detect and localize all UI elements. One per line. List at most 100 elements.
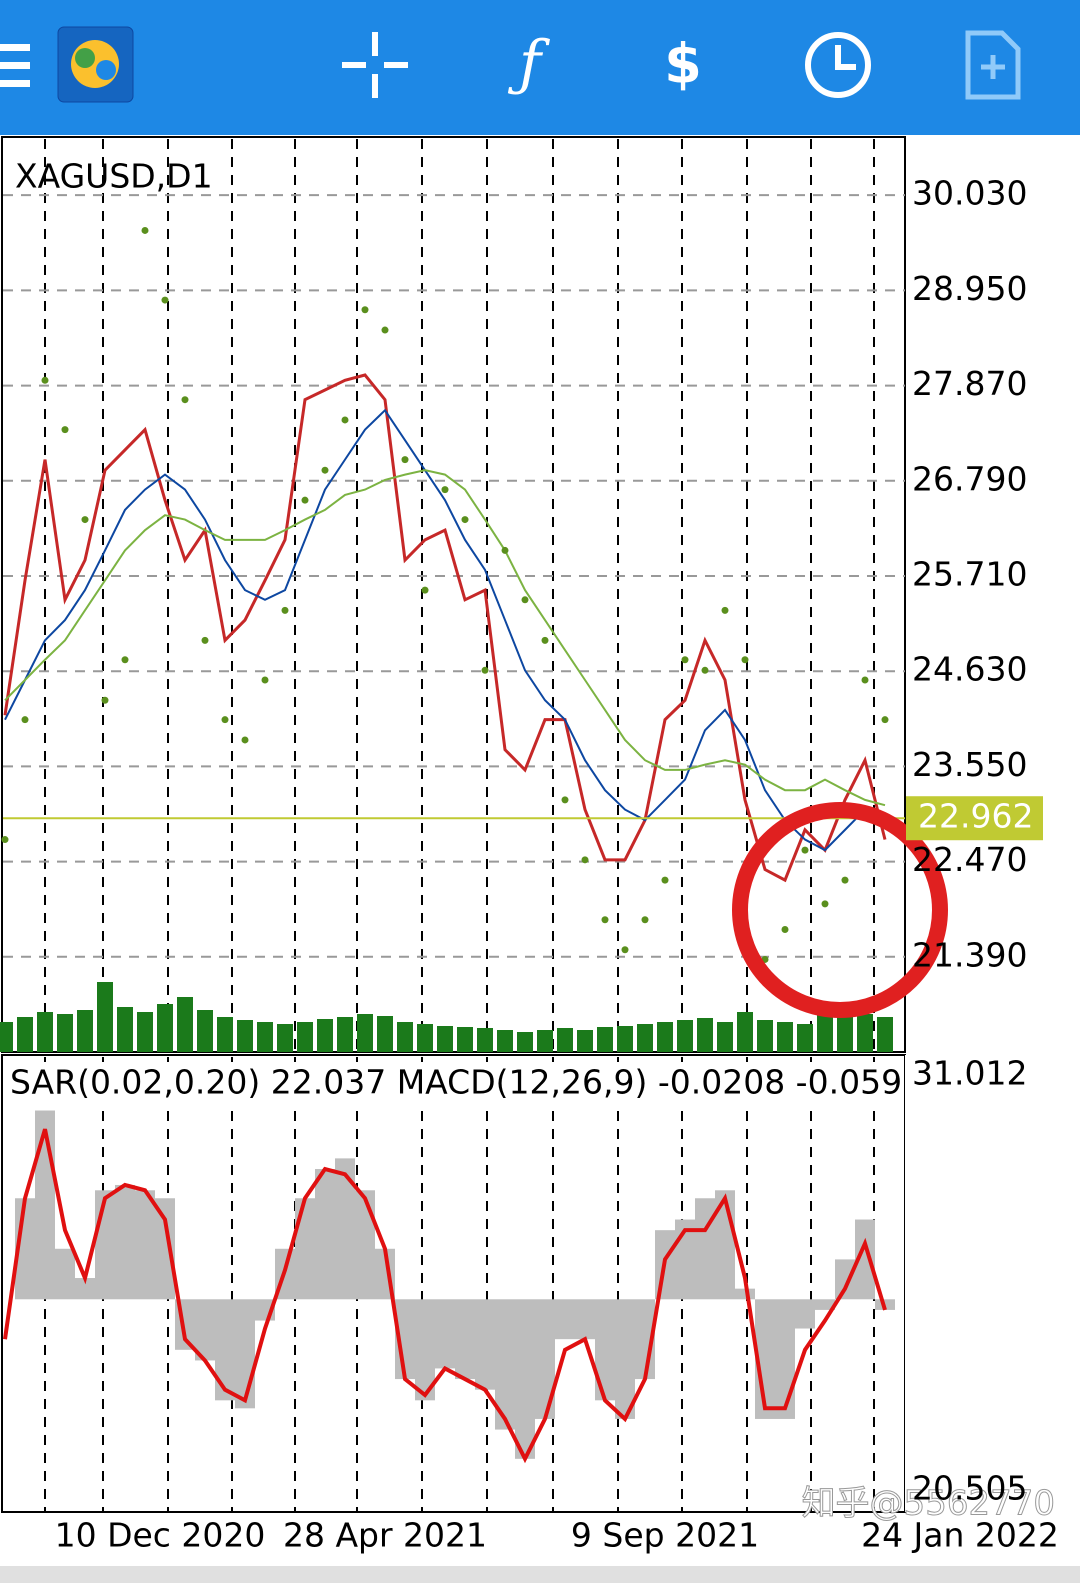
crosshair-button[interactable] — [342, 32, 408, 98]
sar-dot — [461, 516, 469, 524]
symbol-label: XAGUSD,D1 — [15, 157, 213, 196]
sar-dot — [361, 306, 369, 314]
volume-bar — [297, 1022, 313, 1052]
volume-bar — [637, 1024, 653, 1052]
volume-bar — [757, 1020, 773, 1052]
macd-bar — [855, 1219, 875, 1300]
macd-bar — [355, 1190, 375, 1300]
sar-dot — [641, 916, 649, 924]
date-label: 24 Jan 2022 — [861, 1516, 1059, 1555]
volume-bar — [117, 1007, 133, 1052]
volume-bar — [0, 1022, 13, 1052]
volume-bar — [337, 1017, 353, 1052]
macd-bar — [215, 1299, 235, 1401]
sar-dot — [621, 946, 629, 954]
sar-dot — [861, 676, 869, 684]
volume-bar — [497, 1030, 513, 1052]
sar-dot — [281, 606, 289, 614]
macd-bar — [515, 1299, 535, 1459]
macd-bar — [535, 1299, 555, 1419]
sar-dot — [301, 496, 309, 504]
date-label: 28 Apr 2021 — [283, 1516, 487, 1555]
sub-y-tick-label: 31.012 — [912, 1054, 1027, 1093]
sub-axis-bg — [905, 1055, 1080, 1512]
menu-button[interactable] — [0, 44, 30, 87]
sar-dot — [581, 856, 589, 864]
volume-bar — [617, 1026, 633, 1052]
volume-bar — [597, 1027, 613, 1052]
macd-bar — [435, 1299, 455, 1369]
y-tick-label: 21.390 — [912, 935, 1027, 974]
sar-dot — [781, 925, 789, 933]
macd-bar — [795, 1299, 815, 1329]
macd-bar — [335, 1158, 355, 1300]
indicator-label-bg — [8, 1062, 903, 1108]
trade-button[interactable]: $ — [664, 33, 702, 96]
macd-bar — [815, 1299, 835, 1310]
sar-dot — [401, 456, 409, 464]
macd-bar — [115, 1184, 135, 1300]
volume-bar — [837, 1012, 853, 1052]
macd-bar — [195, 1299, 215, 1361]
y-tick-label: 24.630 — [912, 650, 1027, 689]
volume-bar — [217, 1017, 233, 1052]
sar-dot — [21, 716, 29, 724]
volume-bar — [437, 1026, 453, 1052]
volume-bar — [17, 1017, 33, 1052]
volume-bar — [77, 1010, 93, 1052]
highlight-circle — [732, 802, 948, 1018]
sar-dot — [441, 486, 449, 494]
watermark: 知乎@5562770 — [802, 1484, 1055, 1524]
volume-bar — [417, 1024, 433, 1052]
sar-dot — [201, 636, 209, 644]
macd-bar — [295, 1198, 315, 1300]
sar-dot — [521, 596, 529, 604]
sub-y-tick-label: 20.505 — [912, 1469, 1027, 1508]
sar-dot — [381, 326, 389, 334]
volume-bar — [177, 997, 193, 1052]
sar-dot — [121, 656, 129, 664]
macd-bar — [735, 1288, 755, 1300]
sar-dot — [661, 876, 669, 884]
volume-bar — [577, 1030, 593, 1052]
volume-bar — [517, 1032, 533, 1052]
sar-dot — [261, 676, 269, 684]
macd-bar — [455, 1299, 475, 1380]
volume-bar — [677, 1020, 693, 1052]
macd-signal — [3, 1128, 887, 1464]
macd-bar — [155, 1198, 175, 1300]
macd-bar — [475, 1299, 495, 1390]
sar-dot — [821, 900, 829, 908]
sar-dot — [321, 466, 329, 474]
sar-dot — [1, 836, 9, 844]
sar-dot — [241, 736, 249, 744]
volume-bar — [57, 1014, 73, 1052]
sar-dot — [801, 846, 809, 854]
timeframe-button[interactable] — [805, 32, 871, 98]
sar-dot — [681, 656, 689, 664]
volume-bar — [797, 1024, 813, 1052]
new-order-button[interactable] — [965, 30, 1021, 100]
sar-dot — [721, 606, 729, 614]
volume-bar — [477, 1028, 493, 1052]
macd-bar — [555, 1299, 575, 1340]
sar-dot — [41, 376, 49, 384]
sar-dot — [541, 636, 549, 644]
macd-bar — [135, 1190, 155, 1300]
y-tick-label: 25.710 — [912, 554, 1027, 593]
sar-dot — [841, 876, 849, 884]
sar-dot — [561, 796, 569, 804]
macd-bar — [55, 1248, 75, 1300]
date-label: 9 Sep 2021 — [571, 1516, 759, 1555]
sar-dot — [161, 296, 169, 304]
volume-bar — [137, 1012, 153, 1052]
app-icon[interactable] — [57, 26, 134, 103]
macd-bar — [235, 1299, 255, 1409]
macd-bar — [495, 1299, 515, 1430]
volume-bar — [377, 1016, 393, 1052]
sar-dot — [501, 546, 509, 554]
volume-bar — [717, 1022, 733, 1052]
macd-bar — [315, 1169, 335, 1300]
sar-dot — [141, 226, 149, 234]
